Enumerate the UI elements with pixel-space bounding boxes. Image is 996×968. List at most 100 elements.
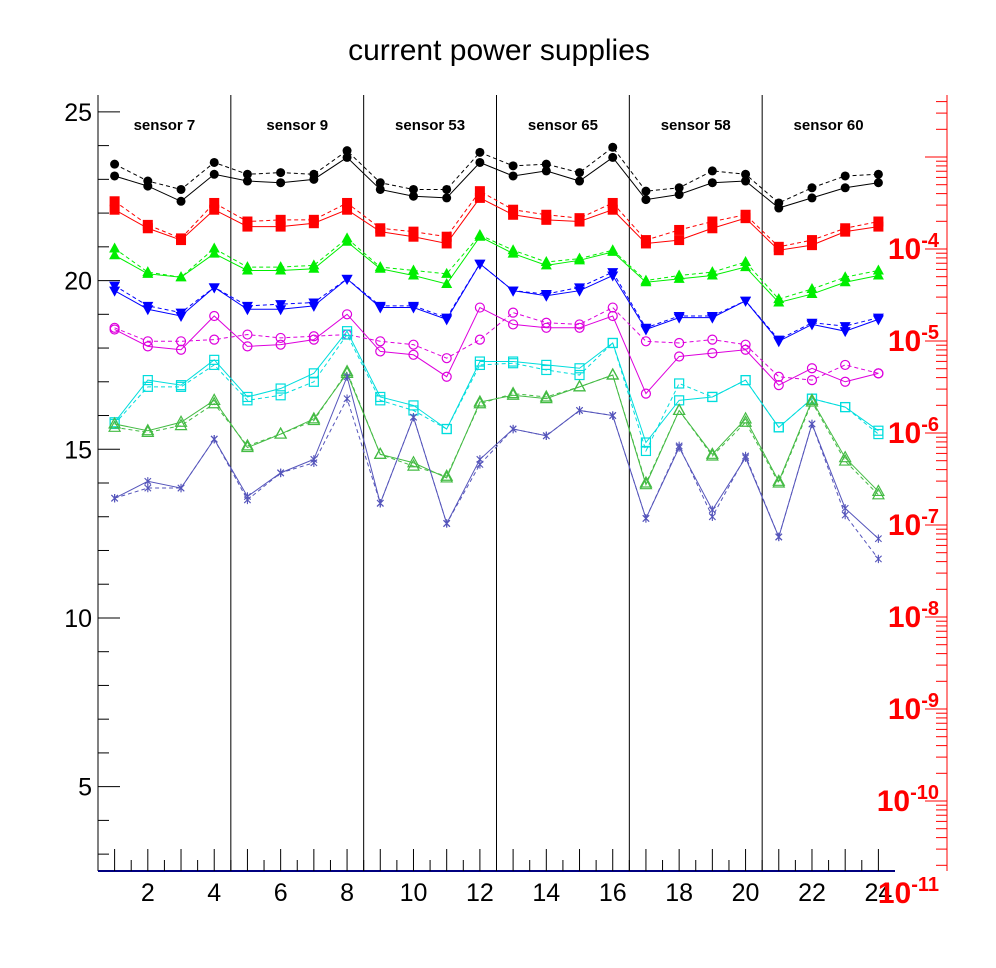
data-point [375, 178, 385, 188]
data-point [143, 176, 153, 186]
data-point [307, 413, 321, 426]
right-tick-label: 10-11 [878, 874, 939, 910]
series [109, 302, 884, 399]
x-tick-label: 10 [400, 879, 428, 907]
data-point [507, 286, 519, 297]
y-tick-label: 5 [78, 774, 92, 802]
data-point [541, 364, 552, 376]
data-point [473, 394, 487, 407]
data-point [508, 204, 519, 215]
data-point [440, 470, 454, 483]
data-point [474, 359, 485, 371]
data-point [142, 381, 153, 392]
data-point [142, 301, 154, 312]
data-point [109, 196, 120, 207]
data-point [110, 159, 120, 169]
data-point [341, 232, 353, 243]
data-point [310, 458, 318, 467]
data-point [408, 349, 419, 360]
data-point [374, 261, 386, 272]
data-point [406, 458, 420, 471]
data-point [806, 363, 818, 374]
data-point [806, 235, 817, 246]
data-point [210, 434, 218, 444]
y-tick-label: 25 [64, 99, 92, 127]
data-point [474, 192, 485, 203]
data-point [540, 290, 552, 301]
data-point [308, 376, 319, 387]
data-point [108, 416, 122, 429]
data-point [174, 415, 188, 427]
data-point [473, 396, 487, 409]
data-point [707, 178, 717, 188]
data-point [740, 296, 752, 307]
data-point [674, 337, 685, 349]
x-tick-label: 8 [340, 879, 354, 907]
data-point [443, 519, 451, 528]
data-point [575, 168, 585, 178]
data-point [142, 336, 153, 347]
series-line [114, 197, 879, 251]
series-line [114, 333, 879, 453]
data-point [509, 424, 517, 434]
data-point [641, 195, 651, 205]
data-point [109, 249, 121, 260]
data-point [674, 351, 685, 362]
series-line [114, 306, 879, 395]
x-tick-label: 24 [864, 879, 892, 907]
data-point [840, 223, 851, 234]
data-point [240, 438, 254, 451]
data-point [144, 483, 152, 493]
data-point [772, 474, 786, 486]
data-point [242, 341, 253, 352]
data-point [640, 274, 652, 285]
data-point [840, 359, 851, 371]
data-point [508, 319, 519, 330]
data-point [774, 198, 784, 208]
data-point [609, 411, 617, 420]
data-point [574, 213, 585, 224]
data-point [408, 339, 419, 350]
data-point [607, 268, 619, 279]
data-point [707, 166, 717, 176]
data-point [773, 241, 784, 252]
x-tick-label: 6 [274, 879, 288, 907]
sensor-label: sensor 53 [395, 117, 465, 134]
data-point [474, 186, 485, 197]
data-point [542, 431, 550, 440]
data-point [874, 534, 882, 543]
data-point [672, 403, 686, 416]
data-point [309, 169, 319, 179]
data-point [308, 298, 320, 309]
data-point [739, 411, 753, 424]
data-point [642, 514, 650, 523]
chart-title: current power supplies [348, 34, 650, 67]
data-point [773, 422, 784, 433]
right-tick-label: 10-8 [888, 598, 939, 634]
data-point [508, 307, 519, 318]
series-line [114, 156, 879, 209]
data-point [277, 468, 285, 478]
data-point [407, 301, 419, 312]
right-tick-label: 10-6 [888, 414, 939, 450]
data-point [242, 221, 253, 232]
data-point [573, 379, 587, 392]
data-point [209, 197, 220, 208]
data-point [574, 283, 586, 294]
data-point [840, 183, 850, 193]
right-tick-label: 10-7 [888, 506, 939, 542]
data-point [706, 311, 718, 322]
data-point [606, 367, 620, 380]
data-point [873, 221, 884, 232]
x-tick-label: 2 [141, 879, 155, 907]
data-point [274, 426, 288, 439]
y-tick-label: 10 [64, 605, 92, 633]
data-point [806, 288, 818, 299]
data-point [741, 451, 750, 461]
data-point [640, 388, 652, 399]
data-point [508, 358, 519, 369]
data-point [707, 223, 718, 234]
data-point [673, 269, 685, 280]
data-point [375, 395, 386, 406]
data-point [242, 176, 252, 186]
